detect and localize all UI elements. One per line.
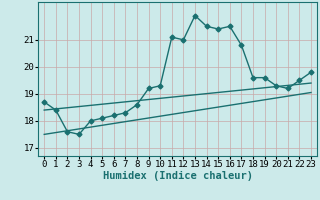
X-axis label: Humidex (Indice chaleur): Humidex (Indice chaleur)	[103, 171, 252, 181]
